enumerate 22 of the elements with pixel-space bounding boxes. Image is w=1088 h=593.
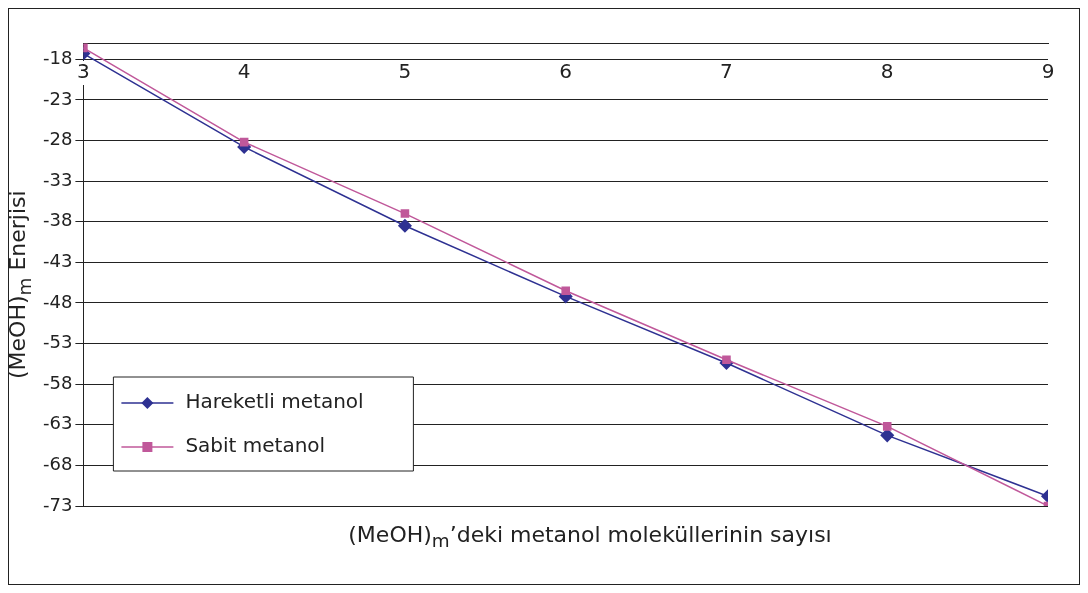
- y-tick-label: -53: [42, 331, 73, 353]
- x-tick-label: 6: [559, 59, 573, 84]
- x-tick-label: 4: [237, 59, 251, 84]
- x-axis-title: (MeOH)$_{m}$’deki metanol moleküllerinin sayısı: [347, 522, 833, 552]
- y-tick-label: -38: [42, 209, 73, 231]
- y-tick-label: -33: [42, 168, 73, 190]
- y-tick-label: -43: [42, 249, 73, 271]
- y-tick-label: -23: [42, 87, 73, 109]
- y-tick-label: -63: [42, 412, 73, 434]
- legend-label: Sabit metanol: [185, 433, 326, 458]
- y-tick-label: -48: [42, 290, 73, 312]
- x-tick-label: 9: [1041, 59, 1055, 84]
- y-tick-label: -73: [42, 493, 73, 515]
- x-tick-label: 7: [720, 59, 733, 84]
- y-tick-label: -68: [42, 453, 73, 475]
- x-tick-label: 3: [77, 59, 90, 84]
- x-tick-label: 8: [880, 59, 894, 84]
- y-tick-label: -18: [42, 46, 73, 68]
- y-tick-label: -58: [42, 371, 73, 393]
- legend-label: Hareketli metanol: [185, 389, 364, 414]
- y-tick-label: -28: [42, 128, 73, 150]
- x-tick-label: 5: [398, 59, 412, 84]
